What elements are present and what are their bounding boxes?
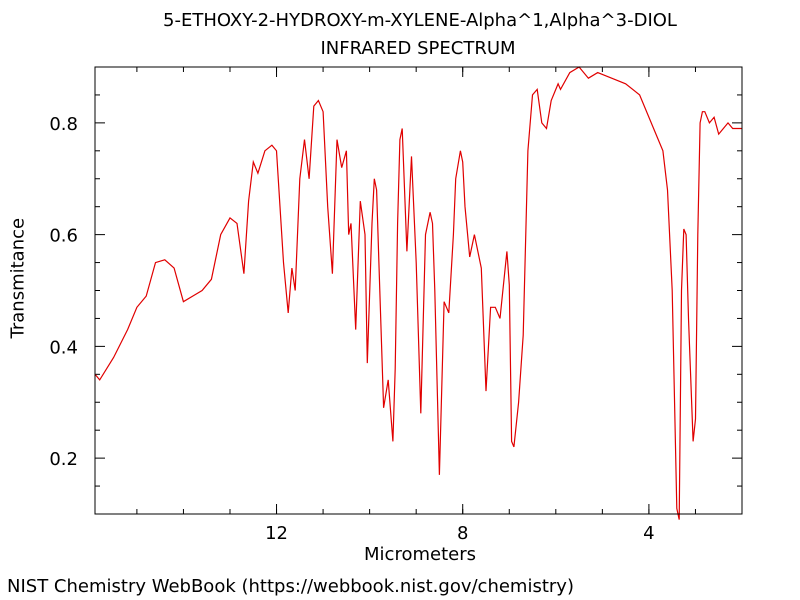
source-footer: NIST Chemistry WebBook (https://webbook.… [7,576,574,597]
y-tick-label: 0.2 [49,449,78,470]
y-axis-label: Transmitance [7,217,29,339]
x-tick-label: 8 [457,523,468,544]
x-tick-label: 12 [265,523,288,544]
chart-title-line2: INFRARED SPECTRUM [320,38,516,59]
x-tick-label: 4 [643,523,654,544]
x-axis-label: Micrometers [364,544,476,565]
plot-frame [94,66,743,515]
y-tick-label: 0.6 [49,226,78,247]
y-tick-label: 0.8 [49,114,78,135]
chart-title-line1: 5-ETHOXY-2-HYDROXY-m-XYLENE-Alpha^1,Alph… [163,10,677,31]
y-tick-label: 0.4 [49,337,78,358]
spectrum-line [94,66,742,520]
